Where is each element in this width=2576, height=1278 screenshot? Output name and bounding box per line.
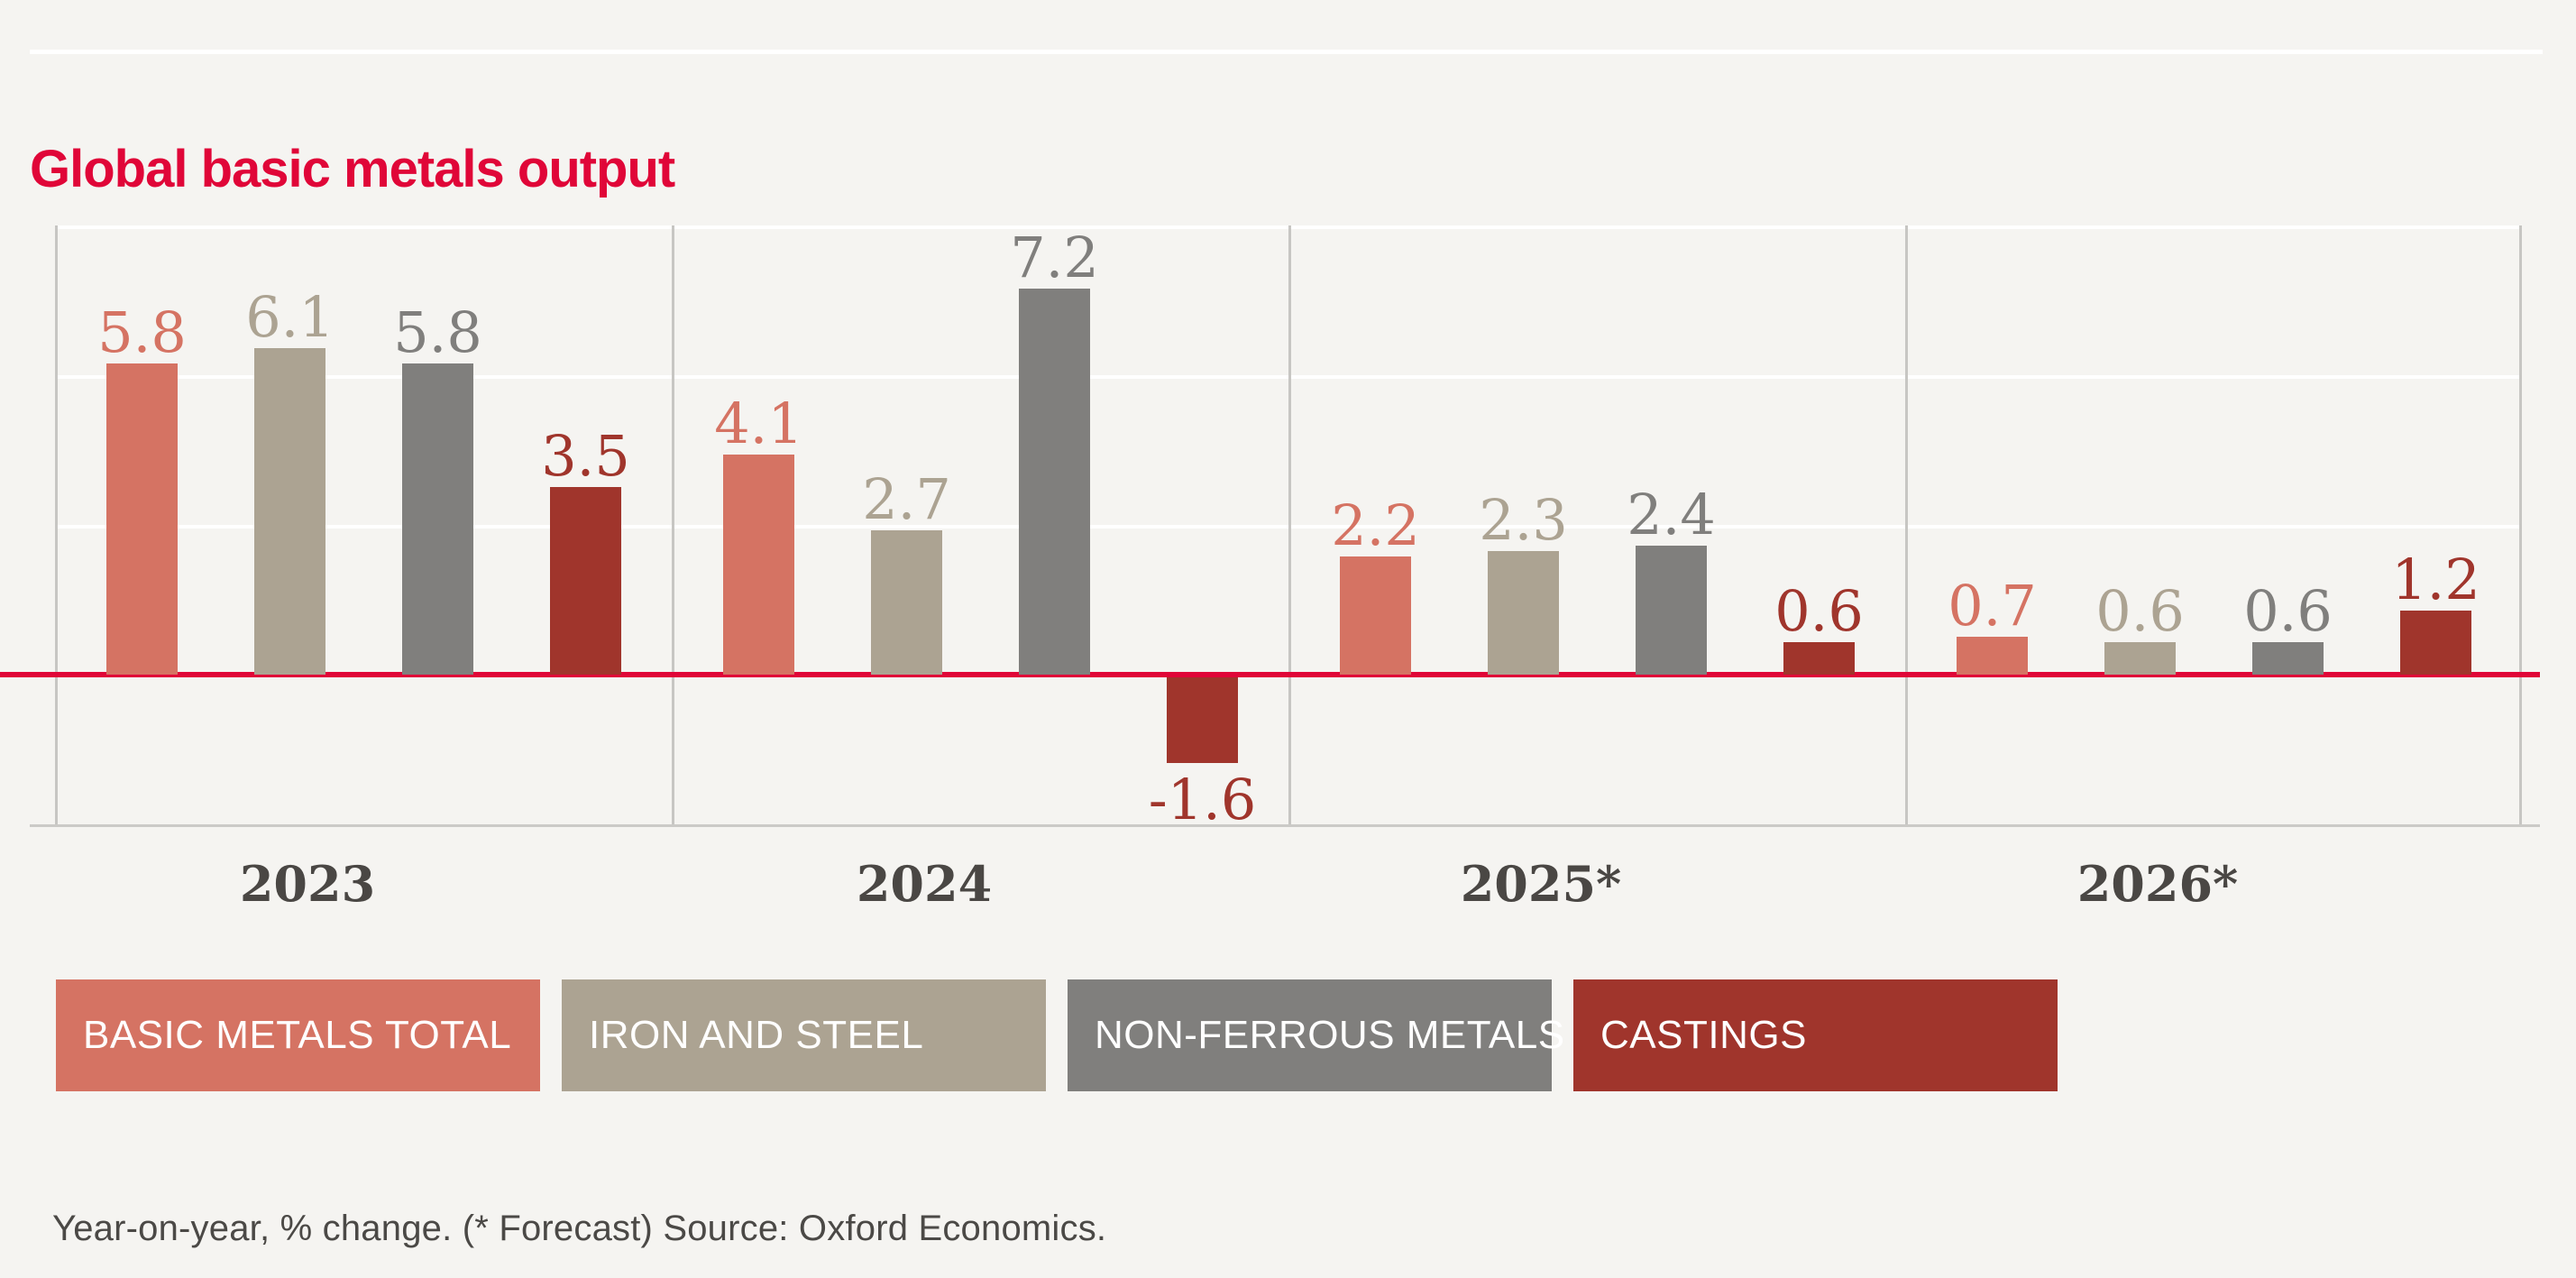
zero-baseline [0,672,2540,677]
chart-bottom-border [30,824,2540,827]
legend-item-basic-metals-total: BASIC METALS TOTAL [56,979,540,1091]
legend-item-label: IRON AND STEEL [589,1013,924,1057]
bar-value-label: 2.7 [862,466,951,532]
divider-2023-2024 [672,225,674,826]
x-axis-label-2026: 2026* [2076,855,2239,913]
bar-iron-and-steel-2026 [2104,642,2176,675]
legend-item-label: NON-FERROUS METALS [1095,1013,1565,1057]
legend-item-castings: CASTINGS [1573,979,2058,1091]
legend-item-iron-and-steel: IRON AND STEEL [562,979,1046,1091]
bar-value-label: 5.8 [393,299,482,365]
bar-castings-2025 [1783,642,1855,675]
bar-value-label: 7.2 [1010,225,1099,290]
x-axis-label-2023: 2023 [239,855,376,913]
bar-value-label: 2.4 [1627,482,1716,547]
bar-castings-2023 [550,487,621,675]
axis-left-line [55,225,58,826]
bar-non-ferrous-metals-2024 [1019,289,1090,675]
bar-chart-plot-area: 5.8 6.1 5.8 3.5 4.1 2.7 7.2 -1.6 2.2 2.3 2.4 0.6 0.7… [0,225,2540,832]
bar-non-ferrous-metals-2025 [1636,546,1707,675]
bar-basic-metals-total-2026 [1957,637,2028,675]
bar-value-label: 3.5 [541,423,630,489]
bar-castings-2026 [2400,611,2471,675]
axis-right-line [2519,225,2522,826]
bar-value-label: 2.3 [1479,487,1568,553]
bar-iron-and-steel-2023 [254,348,325,675]
divider-2025-2026 [1905,225,1908,826]
bar-iron-and-steel-2025 [1488,551,1559,675]
divider-2024-2025 [1288,225,1291,826]
bar-value-label: 4.1 [714,391,803,456]
bar-value-label: 0.6 [1774,578,1864,644]
bar-value-label: 2.2 [1331,492,1420,558]
page-title: Global basic metals output [30,139,675,198]
bar-value-label: 0.7 [1948,573,2037,639]
bar-value-label: 5.8 [97,299,187,365]
bar-castings-2024 [1167,677,1238,763]
legend-item-non-ferrous-metals: NON-FERROUS METALS [1068,979,1565,1091]
bar-basic-metals-total-2025 [1340,556,1411,675]
legend-item-label: BASIC METALS TOTAL [83,1013,512,1057]
chart-footnote: Year-on-year, % change. (* Forecast) Sou… [52,1209,1107,1248]
bar-value-label: -1.6 [1148,767,1257,832]
bar-non-ferrous-metals-2026 [2252,642,2324,675]
bar-value-label: 1.2 [2391,547,2480,612]
bar-basic-metals-total-2024 [723,455,794,675]
top-divider-rule [30,50,2543,54]
bar-iron-and-steel-2024 [871,530,942,675]
bar-basic-metals-total-2023 [106,363,178,675]
bar-value-label: 0.6 [2243,578,2333,644]
legend-item-label: CASTINGS [1600,1013,1807,1057]
x-axis-label-2024: 2024 [856,855,993,913]
bar-non-ferrous-metals-2023 [402,363,473,675]
x-axis-label-2025: 2025* [1460,855,1622,913]
bar-value-label: 0.6 [2095,578,2185,644]
bar-value-label: 6.1 [245,284,335,350]
